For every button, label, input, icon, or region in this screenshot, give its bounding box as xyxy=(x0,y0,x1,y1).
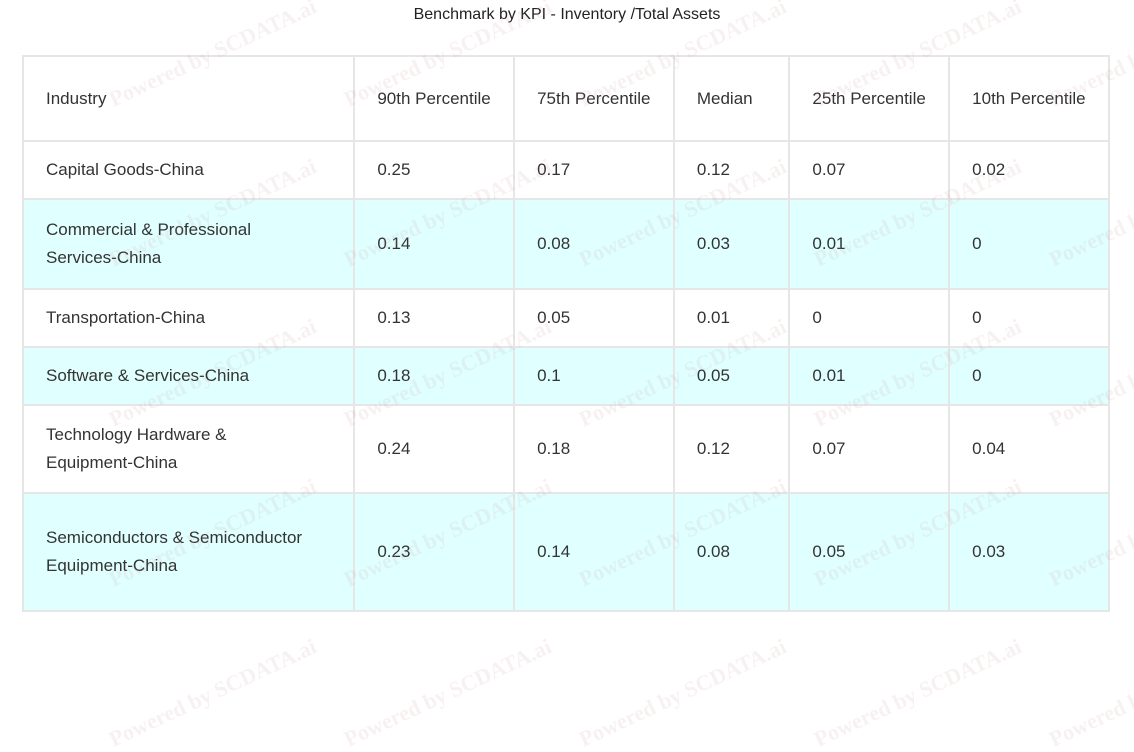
value-cell: 0.01 xyxy=(788,346,951,406)
industry-cell: Software & Services-China xyxy=(21,346,356,406)
column-header: 10th Percentile xyxy=(948,55,1110,142)
value-cell: 0.17 xyxy=(513,140,675,200)
value-cell: 0.24 xyxy=(353,404,516,494)
table-row: Capital Goods-China 0.25 0.17 0.12 0.07 0.02 xyxy=(21,140,1110,200)
value-cell: 0.14 xyxy=(353,198,516,290)
value-cell: 0.23 xyxy=(353,492,516,612)
industry-cell: Semiconductors & Semiconductor Equipment… xyxy=(21,492,356,612)
industry-cell: Transportation-China xyxy=(21,288,356,348)
watermark: Powered by SCDATA.ai xyxy=(810,633,1026,752)
value-cell: 0.07 xyxy=(788,404,951,494)
value-cell: 0.12 xyxy=(672,140,791,200)
watermark: Powered by SCDATA.ai xyxy=(575,633,791,752)
value-cell: 0 xyxy=(948,288,1110,348)
value-cell: 0.07 xyxy=(788,140,951,200)
table-row: Transportation-China 0.13 0.05 0.01 0 0 xyxy=(21,288,1110,348)
column-header: 75th Percentile xyxy=(513,55,675,142)
value-cell: 0.03 xyxy=(672,198,791,290)
value-cell: 0.03 xyxy=(948,492,1110,612)
industry-cell: Capital Goods-China xyxy=(21,140,356,200)
value-cell: 0.05 xyxy=(513,288,675,348)
table-row: Semiconductors & Semiconductor Equipment… xyxy=(21,492,1110,612)
value-cell: 0.01 xyxy=(788,198,951,290)
page-title: Benchmark by KPI - Inventory /Total Asse… xyxy=(413,6,721,23)
industry-cell: Technology Hardware & Equipment-China xyxy=(21,404,356,494)
value-cell: 0.13 xyxy=(353,288,516,348)
value-cell: 0 xyxy=(948,346,1110,406)
value-cell: 0.01 xyxy=(672,288,791,348)
header-row: Industry 90th Percentile 75th Percentile Me… xyxy=(21,55,1110,142)
value-cell: 0.05 xyxy=(672,346,791,406)
value-cell: 0.25 xyxy=(353,140,516,200)
value-cell: 0.08 xyxy=(513,198,675,290)
value-cell: 0.12 xyxy=(672,404,791,494)
column-header: Median xyxy=(672,55,791,142)
table-row: Technology Hardware & Equipment-China 0.2… xyxy=(21,404,1110,494)
value-cell: 0.04 xyxy=(948,404,1110,494)
watermark: Powered by SCDATA.ai xyxy=(340,633,556,752)
value-cell: 0.18 xyxy=(353,346,516,406)
value-cell: 0.02 xyxy=(948,140,1110,200)
value-cell: 0 xyxy=(788,288,951,348)
watermark: Powered by SCDATA.ai xyxy=(105,633,321,752)
column-header: 90th Percentile xyxy=(353,55,516,142)
column-header: Industry xyxy=(21,55,356,142)
value-cell: 0.08 xyxy=(672,492,791,612)
benchmark-table: Industry 90th Percentile 75th Percentile Me… xyxy=(21,55,1110,612)
value-cell: 0 xyxy=(948,198,1110,290)
value-cell: 0.1 xyxy=(513,346,675,406)
column-header: 25th Percentile xyxy=(788,55,951,142)
value-cell: 0.14 xyxy=(513,492,675,612)
watermark: Powered by SCDATA.ai xyxy=(1045,634,1134,752)
industry-cell: Commercial & Professional Services-China xyxy=(21,198,356,290)
table-row: Commercial & Professional Services-China… xyxy=(21,198,1110,290)
value-cell: 0.18 xyxy=(513,404,675,494)
table-row: Software & Services-China 0.18 0.1 0.05 0.01… xyxy=(21,346,1110,406)
value-cell: 0.05 xyxy=(788,492,951,612)
